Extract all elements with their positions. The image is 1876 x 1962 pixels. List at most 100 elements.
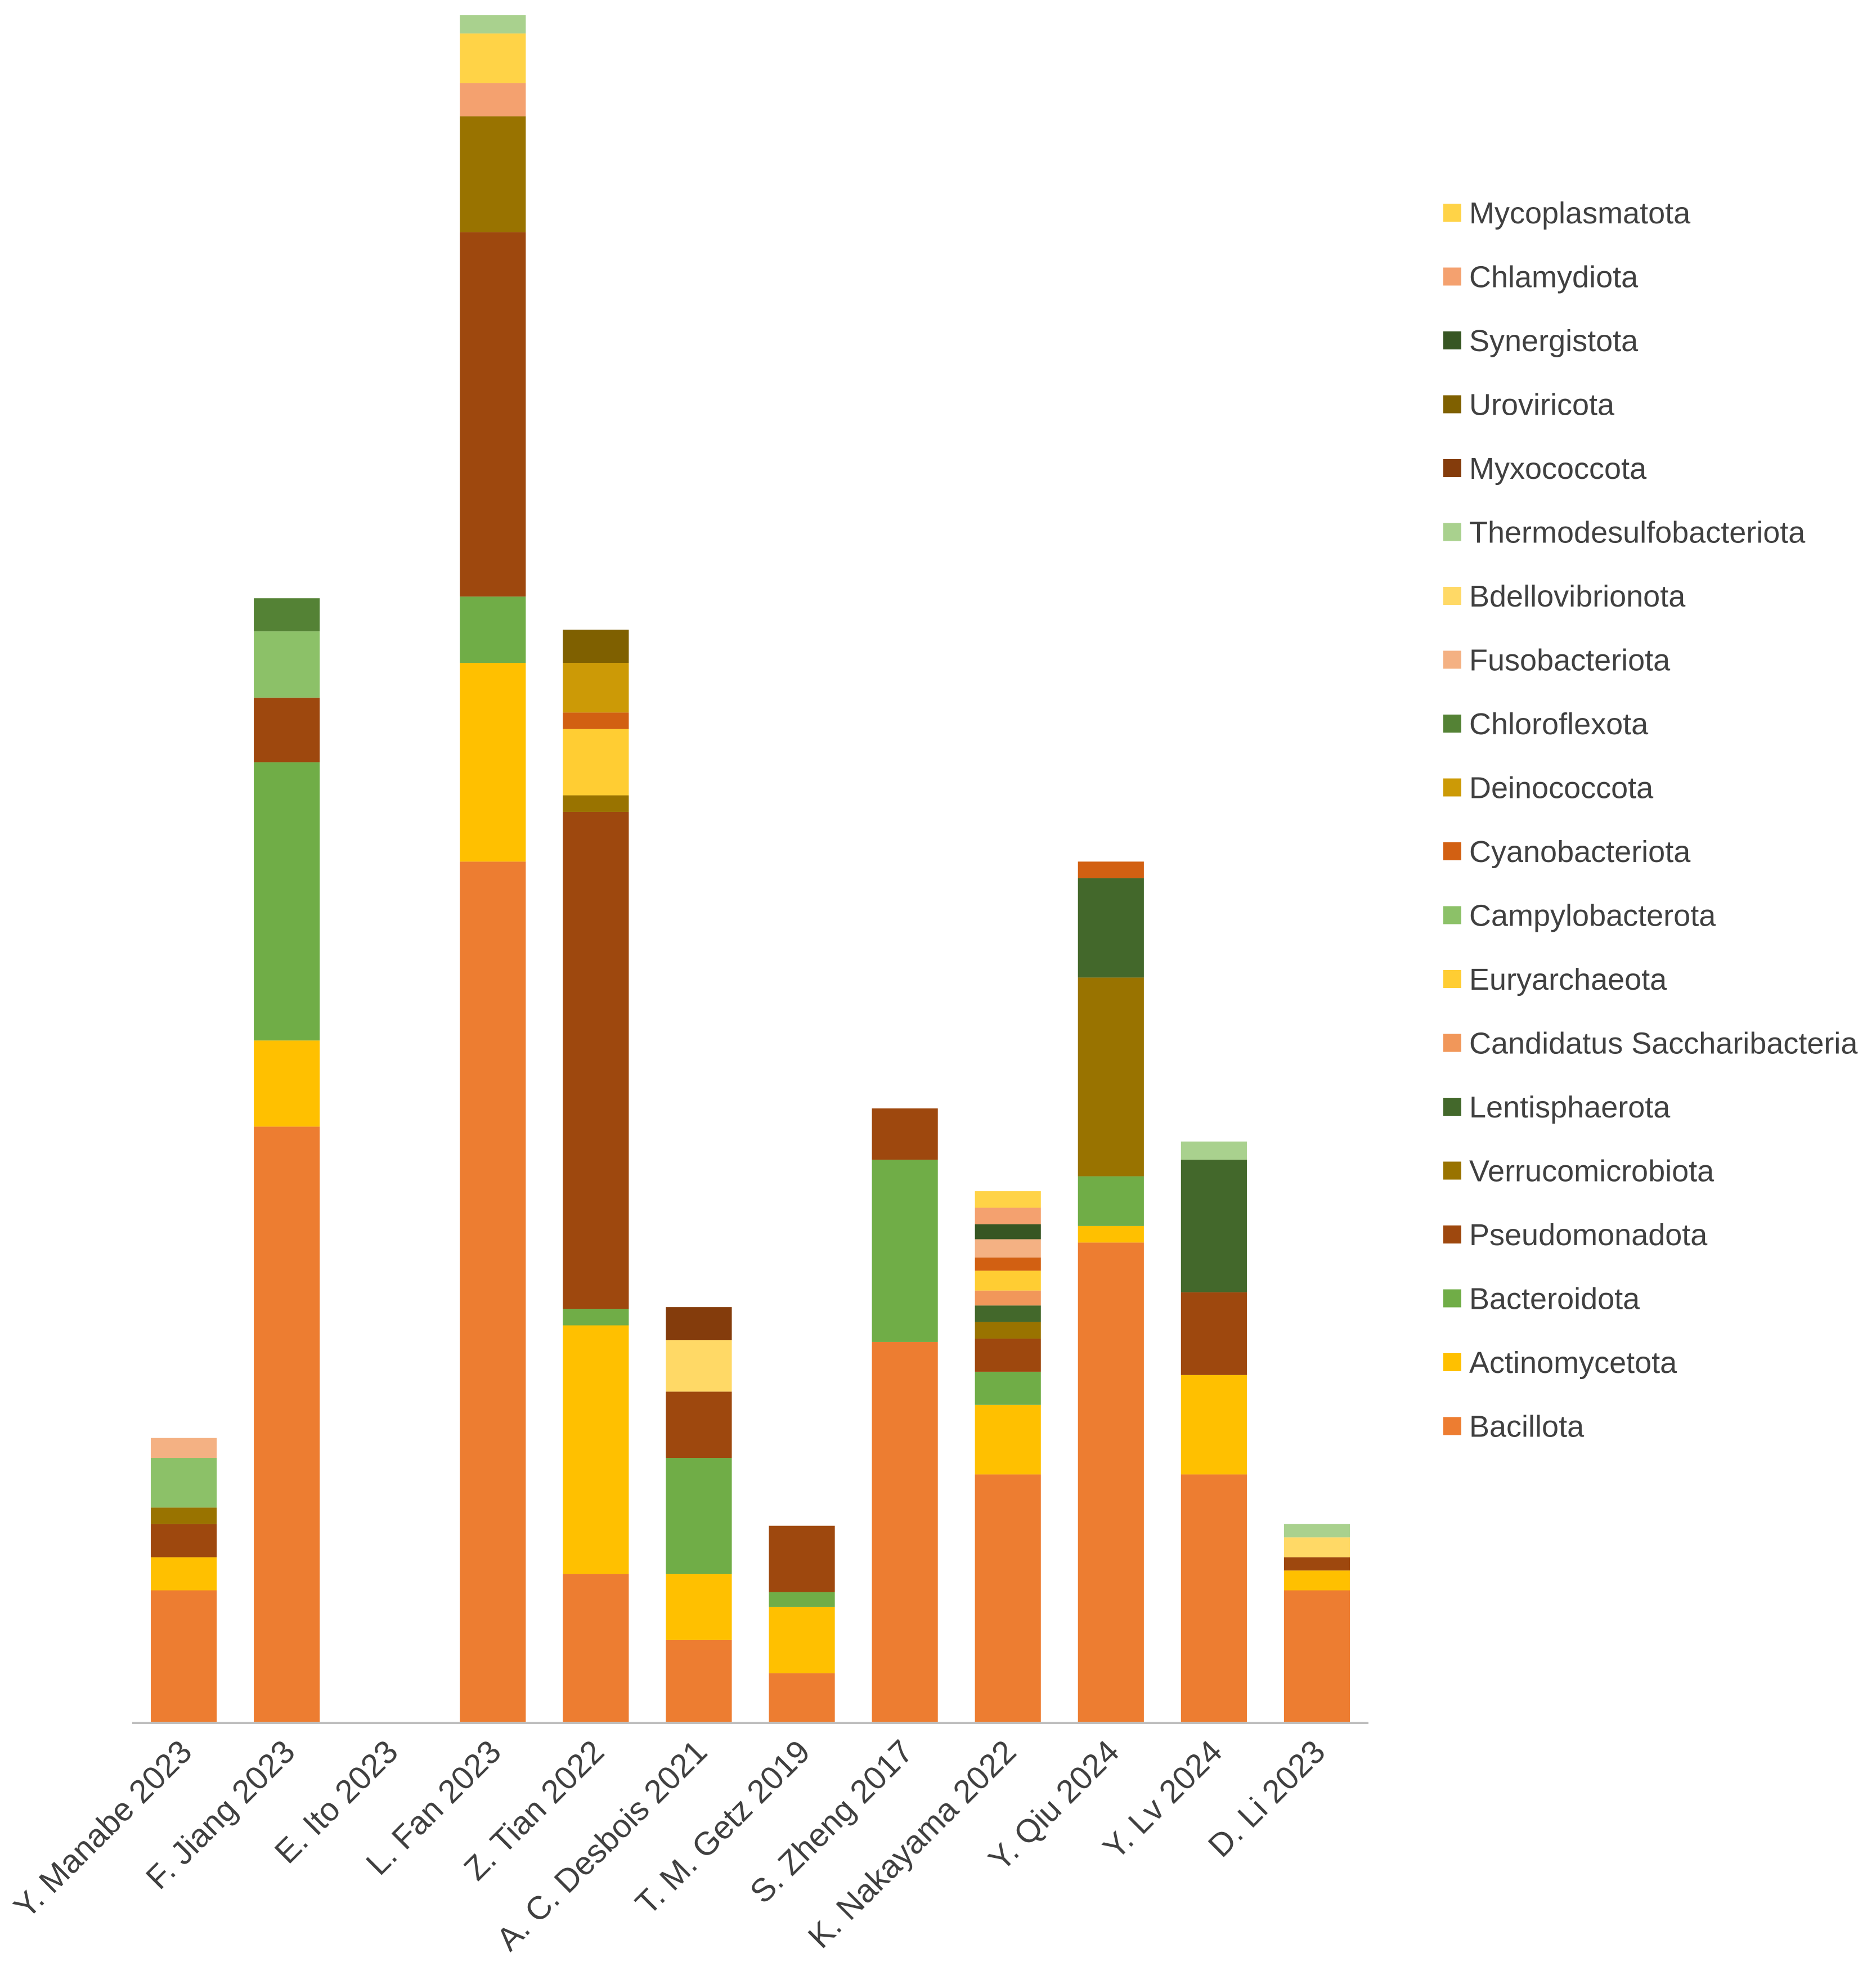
bar-segment-bacillota (1078, 1242, 1144, 1723)
x-tick-label: T. M. Getz 2019 (629, 1733, 817, 1921)
bar-segment-pseudomonadota (666, 1391, 732, 1458)
legend-swatch (1443, 1098, 1461, 1116)
bar-segment-cyanobacteriota (1078, 861, 1144, 878)
bar-segment-cyanobacteriota (975, 1257, 1041, 1271)
bars-layer (150, 15, 1350, 1723)
bar-segment-actinomycetota (666, 1574, 732, 1640)
bar-segment-actinomycetota (563, 1325, 629, 1574)
bar-segment-bacillota (563, 1574, 629, 1723)
bar-segment-campylobacterota (150, 1458, 217, 1508)
bar-segment-euryarchaeota (975, 1270, 1041, 1291)
bar-segment-thermodesulfobacteriota (1283, 1524, 1350, 1538)
bar-segment-bacteroidota (460, 596, 526, 663)
legend-label: Bdellovibrionota (1469, 580, 1686, 613)
legend-label: Bacteroidota (1469, 1282, 1640, 1316)
bar-segment-fusobacteriota (975, 1239, 1041, 1258)
legend-swatch (1443, 715, 1461, 733)
bar-segment-pseudomonadota (150, 1524, 217, 1557)
legend-swatch (1443, 1417, 1461, 1435)
bar-segment-lentisphaerota (1181, 1160, 1247, 1292)
bar-segment-bacteroidota (872, 1160, 938, 1342)
bar-segment-bacillota (1181, 1474, 1247, 1723)
bar-segment-pseudomonadota (1283, 1557, 1350, 1571)
bar-segment-pseudomonadota (460, 232, 526, 597)
bar-segment-bacteroidota (254, 762, 320, 1041)
bar-segment-candidatus-saccharibacteria (975, 1290, 1041, 1306)
bar-segment-lentisphaerota (975, 1305, 1041, 1322)
bar-segment-lentisphaerota (1078, 878, 1144, 978)
bar-segment-bdellovibrionota (1283, 1537, 1350, 1557)
legend-label: Actinomycetota (1469, 1346, 1677, 1380)
legend-swatch (1443, 970, 1461, 988)
legend-label: Myxococcota (1469, 452, 1647, 486)
bar-segment-bacillota (150, 1590, 217, 1723)
bar-segment-bacillota (975, 1474, 1041, 1723)
legend-label: Chlamydiota (1469, 261, 1639, 294)
bar-segment-bacillota (769, 1673, 835, 1723)
legend-swatch (1443, 1161, 1461, 1180)
legend-swatch (1443, 1034, 1461, 1052)
bar-segment-fusobacteriota (150, 1438, 217, 1458)
bar-segment-bacteroidota (563, 1309, 629, 1326)
bar-segment-uroviricota (563, 630, 629, 663)
legend-swatch (1443, 459, 1461, 477)
bar-segment-pseudomonadota (563, 811, 629, 1309)
bar-segment-bacteroidota (975, 1371, 1041, 1405)
bar-segment-bacteroidota (1078, 1176, 1144, 1226)
legend-label: Mycoplasmatota (1469, 196, 1691, 230)
bar-segment-chlamydiota (975, 1207, 1041, 1224)
legend-label: Deinococcota (1469, 771, 1654, 805)
bar-segment-pseudomonadota (872, 1108, 938, 1160)
legend-swatch (1443, 267, 1461, 286)
legend-label: Campylobacterota (1469, 899, 1716, 933)
legend-swatch (1443, 1225, 1461, 1243)
legend-swatch (1443, 1353, 1461, 1371)
bar-segment-actinomycetota (769, 1606, 835, 1673)
legend: Mycoplasmatota Chlamydiota Synergistota Uro… (1443, 196, 1858, 1444)
legend-swatch (1443, 650, 1461, 669)
bar-segment-thermodesulfobacteriota (460, 15, 526, 34)
bar-segment-pseudomonadota (254, 697, 320, 762)
bar-segment-actinomycetota (1283, 1570, 1350, 1591)
bar-segment-actinomycetota (1181, 1375, 1247, 1475)
legend-label: Uroviricota (1469, 388, 1615, 422)
bar-segment-verrucomicrobiota (460, 116, 526, 232)
bar-segment-cyanobacteriota (563, 712, 629, 729)
legend-swatch (1443, 204, 1461, 222)
bar-segment-actinomycetota (975, 1404, 1041, 1475)
bar-segment-campylobacterota (254, 631, 320, 698)
legend-label: Verrucomicrobiota (1469, 1155, 1715, 1188)
bar-segment-actinomycetota (150, 1557, 217, 1591)
legend-label: Candidatus Saccharibacteria (1469, 1027, 1858, 1061)
legend-swatch (1443, 842, 1461, 860)
bar-segment-actinomycetota (460, 663, 526, 862)
legend-label: Synergistota (1469, 324, 1639, 358)
bar-segment-bacillota (666, 1640, 732, 1723)
legend-swatch (1443, 778, 1461, 797)
legend-label: Fusobacteriota (1469, 644, 1671, 677)
bar-segment-pseudomonadota (1181, 1292, 1247, 1375)
bar-segment-bacteroidota (769, 1592, 835, 1607)
x-tick-label: Y. Manabe 2023 (7, 1733, 199, 1925)
bar-segment-verrucomicrobiota (1078, 977, 1144, 1177)
legend-swatch (1443, 523, 1461, 541)
legend-label: Bacillota (1469, 1410, 1585, 1444)
legend-label: Chloroflexota (1469, 707, 1649, 741)
bar-segment-pseudomonadota (975, 1339, 1041, 1372)
legend-swatch (1443, 1289, 1461, 1308)
legend-label: Lentisphaerota (1469, 1090, 1671, 1124)
bar-segment-actinomycetota (1078, 1225, 1144, 1243)
bar-segment-bacillota (1283, 1590, 1350, 1723)
bar-segment-deinococcota (563, 663, 629, 713)
legend-swatch (1443, 587, 1461, 605)
legend-label: Euryarchaeota (1469, 963, 1667, 996)
bar-segment-bacillota (872, 1341, 938, 1723)
bar-segment-thermodesulfobacteriota (1181, 1141, 1247, 1160)
legend-label: Thermodesulfobacteriota (1469, 516, 1806, 550)
bar-segment-chloroflexota (254, 598, 320, 632)
legend-label: Cyanobacteriota (1469, 835, 1691, 869)
legend-swatch (1443, 906, 1461, 924)
bar-segment-mycoplasmatota (460, 33, 526, 83)
bar-segment-myxococcota (666, 1307, 732, 1340)
